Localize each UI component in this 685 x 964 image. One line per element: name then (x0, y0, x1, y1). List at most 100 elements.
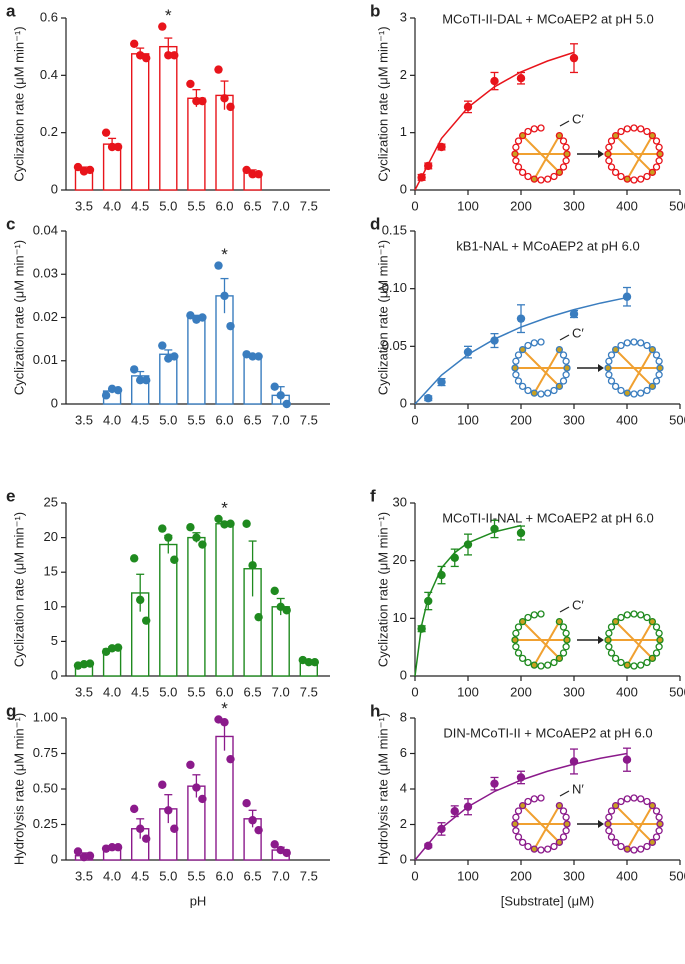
x-tick-label: 5.5 (187, 412, 205, 427)
residue (518, 382, 527, 391)
y-tick-label: 0 (400, 181, 407, 196)
replicate-dot (164, 533, 173, 542)
x-tick-label: 200 (510, 412, 532, 427)
residue (530, 389, 538, 397)
replicate-dot (85, 165, 95, 175)
y-tick-label: 0.6 (40, 9, 58, 24)
x-tick-label: 7.5 (300, 868, 318, 883)
residue (630, 794, 638, 802)
residue (623, 661, 631, 669)
y-tick-label: 0 (51, 667, 58, 682)
bar (187, 316, 206, 405)
replicate-dot (198, 96, 207, 106)
residue (652, 163, 661, 171)
peptide-ring (604, 610, 664, 670)
replicate-dot (226, 102, 235, 112)
residue (655, 827, 663, 835)
residue (630, 846, 638, 854)
residue (512, 157, 520, 165)
residue (605, 629, 613, 637)
x-tick-label: 5.0 (159, 684, 177, 699)
data-point (417, 624, 426, 633)
residue (617, 613, 625, 622)
residue (630, 338, 638, 346)
replicate-dot (282, 848, 291, 858)
disulfide-bond (614, 348, 654, 388)
y-tick-label: 25 (44, 494, 58, 509)
bar (159, 45, 178, 191)
x-tick-label: 400 (616, 198, 638, 213)
residue (652, 649, 661, 657)
residue (524, 613, 532, 622)
x-tick-label: 7.0 (272, 412, 290, 427)
x-tick-label: 6.5 (244, 412, 262, 427)
residue (656, 636, 664, 644)
x-tick-label: 300 (563, 412, 585, 427)
peptide-ring (604, 794, 664, 854)
residue (511, 150, 519, 158)
replicate-dot (170, 352, 179, 361)
residue (562, 827, 570, 835)
y-tick-label: 0.75 (33, 745, 58, 760)
x-tick-label: 200 (510, 198, 532, 213)
replicate-dot (130, 365, 139, 374)
residue (512, 643, 520, 651)
residue (512, 143, 520, 151)
residue (518, 801, 527, 810)
y-tick-label: 0 (400, 667, 407, 682)
y-tick-label: 0 (400, 851, 407, 866)
residue (623, 125, 631, 133)
residue (648, 382, 657, 391)
x-tick-label: 5.0 (159, 412, 177, 427)
residue (555, 617, 564, 626)
peptide-ring (511, 794, 571, 854)
residue (559, 137, 568, 145)
residue (648, 168, 657, 177)
replicate-dot (310, 657, 319, 667)
bar (159, 543, 178, 677)
data-point (437, 570, 446, 580)
replicate-dot (164, 51, 173, 60)
x-axis-label: [Substrate] (μM) (501, 893, 594, 908)
x-tick-label: 500 (669, 198, 685, 213)
residue (562, 371, 570, 379)
residue (563, 364, 571, 372)
x-tick-label: 3.5 (75, 868, 93, 883)
x-tick-label: 4.5 (131, 412, 149, 427)
residue (512, 357, 520, 365)
residue (643, 658, 651, 667)
replicate-dot (186, 760, 195, 770)
residue (607, 807, 616, 815)
residue (559, 351, 568, 359)
residue (518, 345, 527, 354)
x-tick-label: 4.0 (103, 412, 121, 427)
y-tick-label: 20 (393, 552, 407, 567)
residue (652, 807, 661, 815)
replicate-dot (248, 816, 257, 825)
terminus-label: C′ (572, 325, 584, 340)
residue (617, 386, 625, 395)
reaction-arrow-head (598, 364, 604, 372)
residue (611, 838, 620, 847)
replicate-dot (113, 843, 123, 852)
residue (637, 125, 645, 133)
terminus-pointer (559, 606, 570, 613)
residue (630, 610, 638, 618)
residue (530, 175, 538, 183)
significance-mark: * (221, 245, 228, 264)
residue (623, 845, 631, 853)
residue (563, 150, 571, 158)
residue (656, 364, 664, 372)
bar (187, 97, 206, 191)
residue (623, 389, 631, 397)
residue (637, 845, 645, 853)
x-tick-label: 7.5 (300, 412, 318, 427)
replicate-dot (170, 51, 179, 60)
residue (511, 820, 519, 828)
replicate-dot (142, 53, 151, 63)
x-tick-label: 0 (411, 412, 418, 427)
residue (524, 172, 532, 181)
residue (630, 176, 638, 184)
residue (643, 386, 651, 395)
bar (271, 606, 290, 677)
